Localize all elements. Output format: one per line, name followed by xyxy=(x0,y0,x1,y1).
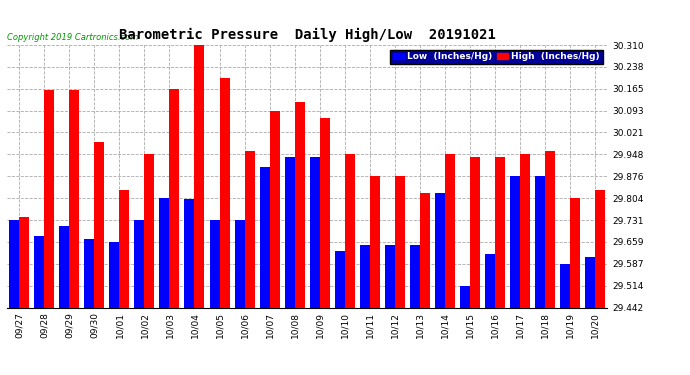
Bar xyxy=(484,254,495,308)
Bar xyxy=(44,90,55,308)
Bar xyxy=(495,157,504,308)
Legend: Low  (Inches/Hg), High  (Inches/Hg): Low (Inches/Hg), High (Inches/Hg) xyxy=(390,50,602,64)
Bar xyxy=(544,151,555,308)
Bar xyxy=(59,226,70,308)
Bar xyxy=(295,102,304,308)
Title: Barometric Pressure  Daily High/Low  20191021: Barometric Pressure Daily High/Low 20191… xyxy=(119,28,495,42)
Bar xyxy=(144,154,155,308)
Bar xyxy=(84,238,95,308)
Bar xyxy=(95,142,104,308)
Bar xyxy=(119,190,130,308)
Bar xyxy=(410,244,420,308)
Bar xyxy=(535,176,544,308)
Bar xyxy=(19,217,30,308)
Bar xyxy=(560,264,570,308)
Bar xyxy=(395,176,404,308)
Bar xyxy=(219,78,230,308)
Bar xyxy=(310,157,319,308)
Bar xyxy=(595,190,604,308)
Bar xyxy=(159,198,170,308)
Bar xyxy=(359,244,370,308)
Bar xyxy=(110,242,119,308)
Bar xyxy=(34,236,44,308)
Bar xyxy=(520,154,530,308)
Bar xyxy=(444,154,455,308)
Bar xyxy=(10,220,19,308)
Bar xyxy=(135,220,144,308)
Bar xyxy=(235,220,244,308)
Bar xyxy=(210,220,219,308)
Bar xyxy=(244,151,255,308)
Bar xyxy=(460,286,470,308)
Bar xyxy=(70,90,79,308)
Bar xyxy=(270,111,279,308)
Bar xyxy=(335,251,344,308)
Bar xyxy=(370,176,380,308)
Bar xyxy=(319,118,330,308)
Bar xyxy=(195,45,204,308)
Bar xyxy=(570,198,580,308)
Bar xyxy=(435,193,444,308)
Bar xyxy=(470,157,480,308)
Bar xyxy=(184,199,195,308)
Bar xyxy=(259,168,270,308)
Bar xyxy=(510,176,520,308)
Bar xyxy=(420,193,430,308)
Bar xyxy=(344,154,355,308)
Bar xyxy=(170,89,179,308)
Bar xyxy=(384,244,395,308)
Text: Copyright 2019 Cartronics.com: Copyright 2019 Cartronics.com xyxy=(7,33,138,42)
Bar xyxy=(284,157,295,308)
Bar xyxy=(584,257,595,307)
